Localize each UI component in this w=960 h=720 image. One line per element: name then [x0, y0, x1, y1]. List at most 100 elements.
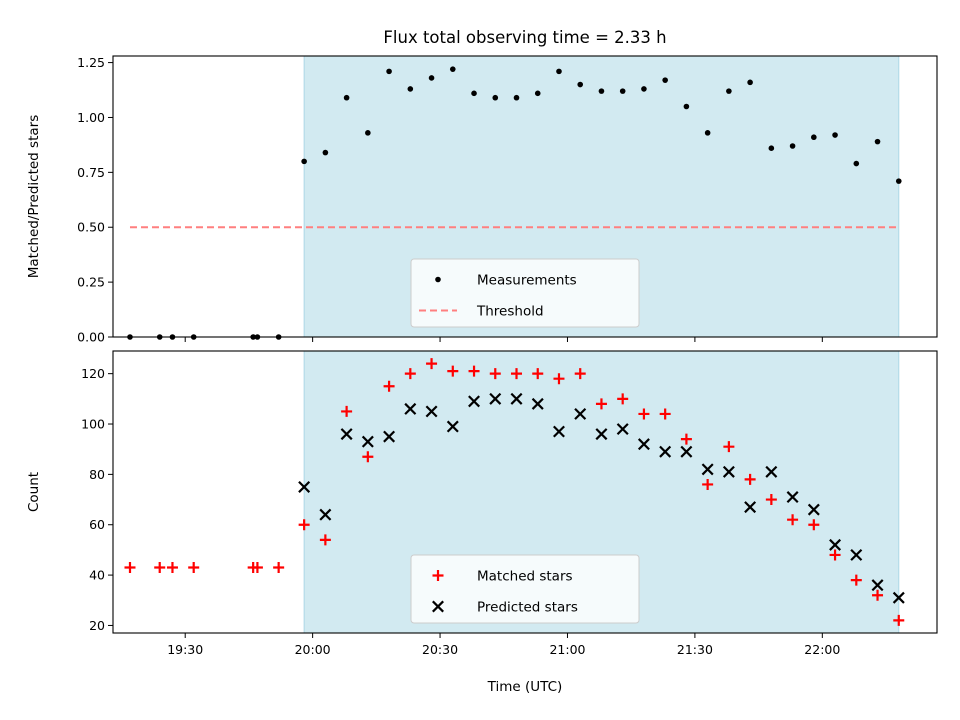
data-point — [166, 562, 178, 574]
legend-swatch — [432, 570, 444, 581]
data-point — [659, 408, 671, 420]
data-point — [553, 425, 565, 438]
data-point — [574, 368, 586, 380]
data-point — [638, 408, 650, 420]
data-point — [747, 79, 753, 86]
data-point — [426, 358, 438, 370]
data-point — [871, 579, 884, 592]
data-point — [832, 132, 838, 138]
data-point — [787, 514, 799, 526]
y-tick-label: 0.50 — [77, 220, 105, 235]
data-point — [619, 88, 626, 94]
legend-swatch — [435, 276, 441, 283]
data-point — [637, 438, 650, 451]
y-tick-label: 20 — [89, 618, 105, 633]
data-point — [744, 501, 757, 514]
data-point — [853, 160, 860, 167]
data-point — [701, 463, 714, 476]
data-point — [556, 68, 562, 75]
y-axis-label: Count — [26, 472, 42, 512]
data-point — [492, 94, 499, 101]
data-point — [662, 77, 668, 83]
data-point — [553, 373, 565, 385]
data-point — [510, 392, 523, 405]
data-point — [598, 88, 605, 94]
y-axis-label: Matched/Predicted stars — [26, 115, 42, 278]
axes-frame — [112, 55, 938, 338]
legend-label: Predicted stars — [477, 600, 578, 616]
data-point — [595, 398, 607, 410]
data-point — [447, 365, 459, 377]
data-point — [407, 86, 414, 92]
legend-label: Measurements — [477, 273, 577, 289]
data-point — [872, 589, 884, 601]
data-point — [531, 397, 544, 410]
data-point — [807, 503, 820, 516]
data-point — [765, 494, 777, 506]
x-tick-label: 20:00 — [295, 642, 331, 657]
data-point — [616, 423, 629, 436]
data-point — [154, 562, 166, 574]
x-tick-label: 21:00 — [549, 642, 585, 657]
axes-frame — [112, 350, 938, 634]
y-tick-label: 100 — [81, 417, 105, 432]
data-point — [404, 368, 416, 380]
panel-ratio: 0.00 0.25 0.50 0.75 1.00 1.25 Matched/Predicte… — [26, 55, 938, 345]
data-point — [468, 395, 481, 408]
data-point — [641, 86, 647, 92]
data-point — [449, 66, 456, 72]
data-point — [319, 508, 332, 521]
data-point — [829, 538, 842, 551]
data-point — [343, 94, 350, 101]
data-point — [425, 405, 438, 418]
x-axis-label: Time (UTC) — [487, 679, 563, 695]
data-point — [722, 465, 735, 478]
data-point — [786, 491, 799, 504]
legend-label: Threshold — [476, 304, 544, 320]
data-point — [404, 402, 417, 415]
data-point — [340, 428, 353, 441]
data-point — [723, 441, 735, 453]
y-tick-label: 120 — [81, 366, 105, 381]
data-point — [513, 94, 520, 101]
data-point — [789, 143, 796, 149]
data-point — [892, 591, 905, 604]
data-point — [298, 480, 311, 493]
data-point — [850, 574, 862, 586]
data-point — [532, 368, 544, 380]
data-point — [301, 158, 307, 165]
data-point — [595, 428, 608, 441]
data-point — [124, 562, 136, 574]
data-point — [680, 433, 692, 445]
y-tick-label: 60 — [89, 517, 105, 532]
y-tick-label: 0.25 — [77, 275, 105, 290]
data-point — [446, 420, 459, 433]
x-tick-label: 22:00 — [804, 642, 840, 657]
x-tick-label: 20:30 — [422, 642, 458, 657]
data-point — [680, 445, 693, 458]
data-point — [811, 134, 817, 141]
y-tick-label: 80 — [89, 467, 105, 482]
data-point — [683, 103, 690, 110]
data-point — [808, 519, 820, 531]
data-point — [850, 548, 863, 561]
data-point — [726, 88, 732, 94]
legend-swatch — [432, 600, 444, 613]
data-point — [341, 405, 353, 417]
data-point — [829, 549, 841, 561]
data-point — [765, 465, 778, 478]
data-point — [322, 149, 329, 156]
legend-box — [410, 258, 640, 328]
data-point — [298, 519, 310, 531]
data-point — [511, 368, 523, 380]
data-point — [489, 392, 502, 405]
data-point — [383, 430, 396, 443]
data-point — [489, 368, 501, 380]
data-point — [383, 380, 395, 392]
data-point — [386, 68, 392, 75]
y-tick-label: 1.00 — [77, 110, 105, 125]
data-point — [362, 451, 374, 463]
data-point — [319, 534, 331, 546]
y-tick-label: 40 — [89, 568, 105, 583]
